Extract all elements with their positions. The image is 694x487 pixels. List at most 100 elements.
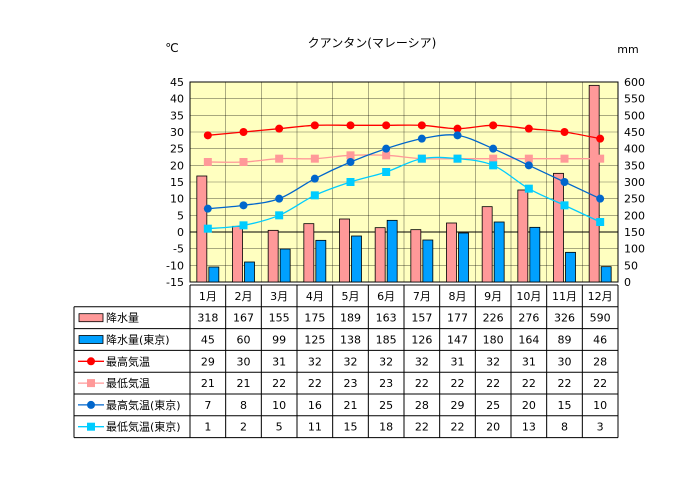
left-tick-label: -10: [166, 259, 184, 272]
table-cell-value: 8: [240, 399, 247, 412]
month-label: 1月: [199, 290, 217, 303]
table-cell-value: 23: [344, 377, 358, 390]
table-cell-value: 18: [379, 421, 393, 434]
bar-precip: [588, 84, 600, 283]
table-cell-value: 28: [593, 355, 607, 368]
table-cell-value: 125: [304, 334, 325, 347]
right-axis-unit: mm: [617, 43, 638, 56]
month-label: 11月: [552, 290, 577, 303]
month-label: 5月: [342, 290, 360, 303]
left-tick-label: 25: [170, 143, 184, 156]
table-cell-value: 16: [308, 399, 322, 412]
bar-precip: [446, 222, 457, 283]
table-cell-value: 25: [486, 399, 500, 412]
series-point-2: [417, 121, 426, 130]
table-cell-value: 276: [518, 312, 539, 325]
series-name: 最高気温: [106, 354, 150, 368]
left-tick-label: 30: [170, 126, 184, 139]
right-tick-label: 600: [624, 76, 645, 89]
series-name: 最高気温(東京): [106, 398, 181, 412]
table-cell-value: 29: [451, 399, 465, 412]
series-point-4: [524, 161, 533, 170]
series-point-2: [310, 121, 319, 130]
table-cell-value: 32: [379, 355, 393, 368]
legend-key-marker: [87, 379, 95, 388]
table-cell-value: 163: [376, 312, 397, 325]
series-point-4: [489, 144, 498, 153]
series-point-4: [417, 134, 426, 143]
table-cell-value: 31: [272, 355, 286, 368]
series-name: 降水量(東京): [106, 333, 170, 347]
table-cell-value: 147: [447, 334, 468, 347]
table-cell-value: 28: [415, 399, 429, 412]
table-cell-value: 60: [237, 334, 251, 347]
table-cell-value: 30: [558, 355, 572, 368]
bar-precip-tokyo: [565, 251, 576, 283]
series-point-3: [310, 154, 319, 163]
bar-precip: [267, 229, 279, 283]
table-cell-value: 32: [308, 355, 322, 368]
table-cell-value: 31: [522, 355, 536, 368]
series-point-5: [560, 201, 569, 210]
table-cell-value: 226: [483, 312, 504, 325]
bar-precip: [339, 218, 350, 283]
left-tick-label: 15: [170, 176, 184, 189]
bar-precip: [303, 223, 315, 283]
series-point-2: [489, 121, 498, 130]
series-point-5: [310, 191, 319, 200]
table-cell-value: 126: [411, 334, 432, 347]
series-point-5: [382, 168, 391, 176]
right-tick-label: 400: [624, 143, 645, 156]
right-tick-label: 0: [624, 276, 631, 289]
bar-precip: [374, 227, 386, 283]
month-label: 3月: [270, 290, 288, 303]
series-point-4: [203, 204, 212, 213]
right-tick-label: 550: [624, 93, 645, 106]
bar-precip: [232, 225, 243, 283]
right-tick-label: 350: [624, 159, 645, 172]
table-cell-value: 1: [204, 421, 211, 434]
table-cell-value: 167: [233, 312, 254, 325]
bar-precip: [410, 229, 422, 283]
table-cell-value: 30: [237, 355, 251, 368]
legend-key-bar: [78, 335, 104, 344]
right-tick-label: 500: [624, 109, 645, 122]
series-point-3: [275, 154, 284, 163]
table-cell-value: 164: [518, 334, 539, 347]
bar-precip-tokyo: [458, 232, 469, 283]
legend-key-bar: [78, 313, 104, 323]
series-point-5: [203, 224, 212, 233]
series-point-5: [346, 178, 355, 186]
bar-precip-tokyo: [279, 248, 291, 283]
left-tick-label: 10: [170, 193, 184, 206]
table-cell-value: 3: [597, 421, 604, 434]
series-name: 最低気温: [106, 376, 150, 390]
series-point-3: [382, 151, 391, 160]
table-cell-value: 32: [344, 355, 358, 368]
bar-precip-tokyo: [422, 239, 434, 283]
bar-precip-tokyo: [386, 219, 398, 283]
right-tick-label: 200: [624, 209, 645, 222]
series-point-2: [382, 121, 391, 130]
bar-precip-tokyo: [493, 221, 505, 283]
series-point-3: [489, 154, 498, 163]
table-cell-value: 138: [340, 334, 361, 347]
series-point-4: [310, 174, 319, 183]
bar-precip-tokyo: [208, 266, 220, 283]
left-tick-label: -15: [166, 276, 184, 289]
table-cell-value: 177: [447, 312, 468, 325]
month-label: 9月: [484, 290, 502, 303]
month-label: 10月: [516, 290, 541, 303]
series-point-5: [417, 154, 426, 163]
bar-precip: [481, 206, 493, 283]
series-point-5: [596, 218, 605, 226]
left-tick-label: 5: [177, 209, 184, 222]
table-cell-value: 31: [451, 355, 465, 368]
series-point-4: [560, 178, 569, 186]
right-tick-label: 50: [624, 259, 638, 272]
month-label: 8月: [449, 290, 467, 303]
table-cell-value: 23: [379, 377, 393, 390]
series-point-5: [239, 221, 248, 230]
